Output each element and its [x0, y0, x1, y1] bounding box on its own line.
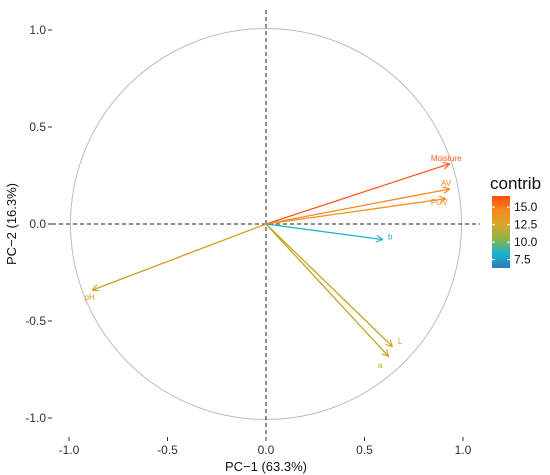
label-moisture: Moisture: [431, 154, 462, 163]
y-tick-label: 0.5: [29, 120, 46, 134]
legend-title: contrib: [490, 174, 541, 193]
y-tick-label: -1.0: [25, 411, 46, 425]
contrib-legend: contrib 15.0 12.5 10.0 7.5: [490, 174, 541, 268]
legend-tick-label: 12.5: [514, 218, 538, 232]
y-axis-title: PC−2 (16.3%): [4, 183, 19, 265]
variable-labels: Moisture AV POV b pH La: [85, 154, 463, 370]
legend-colorbar: [492, 196, 510, 268]
x-tick-label: 1.0: [455, 443, 472, 457]
y-tick-label: -0.5: [25, 314, 46, 328]
x-axis: -1.0 -0.5 0.0 0.5 1.0: [59, 437, 472, 457]
x-tick-label: -0.5: [157, 443, 178, 457]
arrow-ph: [93, 223, 267, 290]
label-a: a: [378, 361, 383, 370]
y-tick-label: 1.0: [29, 23, 46, 37]
legend-ticks: 15.0 12.5 10.0 7.5: [492, 200, 538, 267]
legend-tick-label: 10.0: [514, 235, 538, 249]
label-ph: pH: [85, 293, 95, 302]
arrow-a: [265, 223, 388, 356]
arrow-moisture: [265, 164, 449, 225]
y-tick-label: 0.0: [29, 217, 46, 231]
variable-arrows: [93, 164, 450, 356]
label-b: b: [388, 233, 393, 242]
label-pov: POV: [431, 198, 449, 207]
y-axis: -1.0 -0.5 0.0 0.5 1.0: [25, 23, 52, 425]
arrow-pov: [265, 199, 445, 225]
x-tick-label: -1.0: [59, 443, 80, 457]
x-axis-title: PC−1 (63.3%): [225, 459, 307, 474]
label-l: L: [398, 337, 403, 346]
x-tick-label: 0.0: [258, 443, 275, 457]
arrow-b: [265, 223, 382, 240]
plot-area: Moisture AV POV b pH La: [52, 10, 480, 437]
arrow-l: [265, 223, 392, 346]
legend-tick-label: 15.0: [514, 200, 538, 214]
x-tick-label: 0.5: [356, 443, 373, 457]
arrow-av: [265, 189, 449, 225]
label-av: AV: [441, 179, 452, 188]
legend-tick-label: 7.5: [514, 253, 531, 267]
